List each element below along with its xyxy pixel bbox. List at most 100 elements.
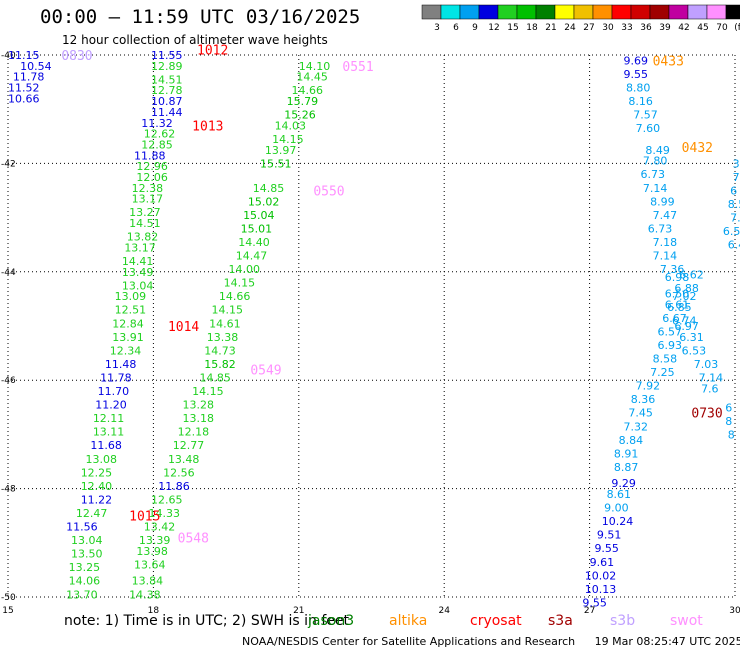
x-tick-label: 24 [438,606,450,616]
wave-height-label: 12.47 [76,507,108,520]
y-tick-label: -50 [1,593,16,603]
wave-height-label: 8.87 [614,461,639,474]
wave-height-label: 10.24 [602,515,634,528]
wave-height-label: 8.5 [728,198,740,211]
wave-height-label: 13.70 [66,588,98,601]
wave-height-label: 8.16 [628,95,653,108]
wave-height-label: 14.40 [238,236,270,249]
wave-height-label: 7.92 [636,380,661,393]
wave-height-label: 14.47 [236,250,268,263]
colorbar-tick-label: 18 [526,23,538,33]
wave-height-label: 9.29 [611,477,636,490]
wave-height-label: 10.02 [585,569,617,582]
legend-s3a: s3a [548,613,573,629]
wave-height-label: 13.04 [71,534,103,547]
x-tick-label: 30 [729,606,740,616]
colorbar-swatch [592,4,613,20]
wave-height-label: 14.51 [129,217,161,230]
wave-height-label: 11.70 [98,385,130,398]
wave-height-label: 10.54 [20,60,52,73]
wave-height-label: 13.09 [115,290,147,303]
colorbar-swatch [478,4,499,20]
wave-height-label: 12.84 [112,317,144,330]
wave-height-label: 6.50 [665,287,690,300]
x-tick-label: 18 [148,606,160,616]
wave-height-label: 6.98 [665,271,690,284]
chart-title: 00:00 – 11:59 UTC 03/16/2025 [40,6,361,28]
wave-height-label: 14.15 [224,277,256,290]
wave-height-label: 7.18 [653,236,678,249]
colorbar-tick-label: 24 [564,23,576,33]
wave-height-label: 8.84 [619,434,644,447]
colorbar-tick-label: 15 [507,23,518,33]
wave-height-label: 13.49 [122,266,154,279]
wave-height-label: 6.61 [665,298,690,311]
wave-height-label: 7.80 [643,155,668,168]
wave-height-label: 12.18 [178,426,210,439]
wave-height-label: 14.00 [229,263,260,276]
colorbar-tick-label: 21 [545,23,556,33]
pass-time-label: 0548 [178,531,209,546]
pass-time-label: 0730 [691,407,722,422]
wave-height-label: 13.64 [134,558,166,571]
wave-height-label: 11.44 [151,106,183,119]
wave-height-label: 8.58 [653,353,678,366]
y-tick-label: -44 [1,268,16,278]
wave-height-label: 6.53 [682,344,707,357]
colorbar-swatch [687,4,708,20]
wave-height-label: 9.00 [604,502,629,515]
x-tick-label: 27 [584,606,595,616]
wave-height-label: 6.57 [657,325,682,338]
wave-height-label: 14.06 [69,575,101,588]
wave-height-label: 7.60 [636,122,661,135]
wave-height-label: 12.34 [110,344,142,357]
colorbar-swatch [497,4,518,20]
wave-height-label: 12.38 [132,182,164,195]
wave-height-label: 13.17 [132,193,164,206]
credit-timestamp: 19 Mar 08:25:47 UTC 2025 [594,635,740,648]
wave-height-label: 6.73 [640,168,665,181]
wave-height-label: 6.85 [667,301,692,314]
wave-height-label: 14.38 [129,588,161,601]
wave-height-label: 6 [725,401,732,414]
wave-height-label: 13.98 [136,545,168,558]
wave-height-label: 11.56 [66,521,98,534]
wave-height-label: 15.04 [243,209,275,222]
wave-height-label: 11.48 [105,358,137,371]
wave-height-label: 7.03 [694,358,719,371]
colorbar-swatch [611,4,632,20]
wave-height-label: 6.43 [728,239,740,252]
wave-height-label: 9.69 [624,54,649,67]
pass-time-label: 0551 [342,60,373,75]
wave-height-label: 15.01 [241,222,273,235]
wave-height-label: 8 [728,428,735,441]
wave-height-label: 10.87 [151,95,183,108]
footer-note: note: 1) Time is in UTC; 2) SWH is in fe… [64,613,350,629]
legend-s3b: s3b [610,613,636,629]
wave-height-label: 15.02 [248,195,280,208]
wave-height-label: 13.11 [93,426,125,439]
pass-time-label: 1013 [192,119,223,134]
wave-height-label: 11.88 [134,149,166,162]
colorbar-swatch [516,4,537,20]
wave-height-label: 14.85 [199,371,231,384]
wave-height-label: 7.57 [633,109,658,122]
pass-time-label: 0432 [682,141,713,156]
wave-height-label: 13.84 [132,575,164,588]
credit-line: NOAA/NESDIS Center for Satellite Applica… [242,635,740,648]
wave-height-label: 15.79 [287,95,319,108]
y-tick-label: -46 [1,376,16,386]
pass-time-label: 0433 [653,54,684,69]
y-tick-label: -48 [1,485,16,495]
colorbar-tick-label: 36 [640,23,652,33]
wave-height-label: 7.14 [699,371,724,384]
colorbar-swatch [535,4,556,20]
wave-height-label: 6.73 [648,222,673,235]
colorbar-tick-label: 70 [716,23,728,33]
wave-height-label: 14.66 [219,290,251,303]
y-tick-label: -40 [1,51,16,61]
colorbar-tick-label: 3 [434,23,440,33]
colorbar-tick-label: 39 [659,23,671,33]
wave-height-label: 8.49 [645,144,670,157]
